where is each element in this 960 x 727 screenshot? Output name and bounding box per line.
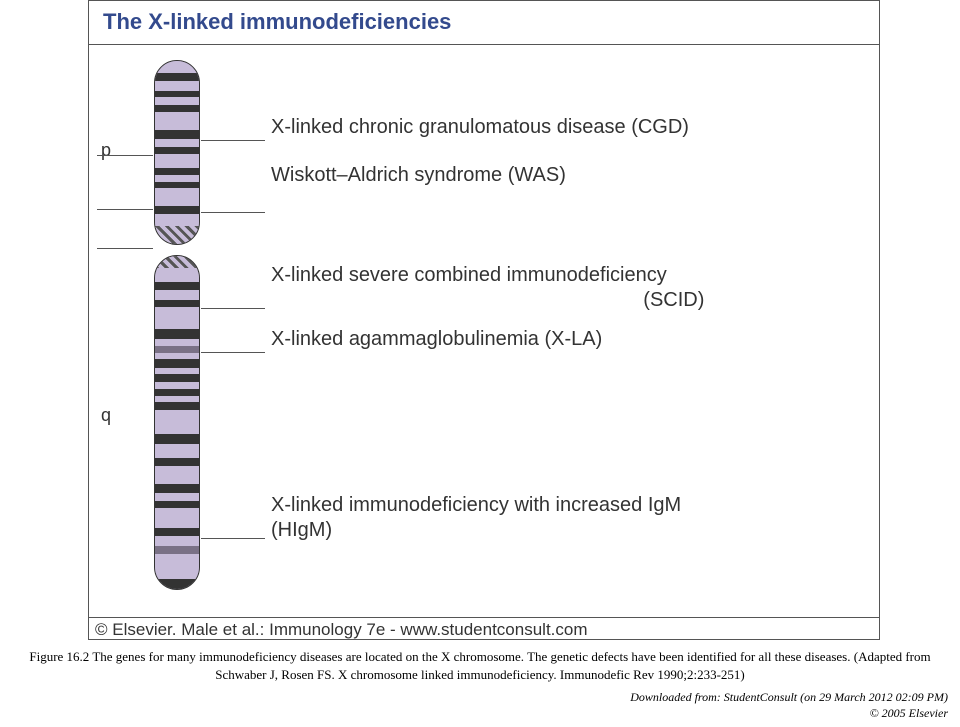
chromosome-band (155, 256, 199, 268)
q-arm-label: q (101, 405, 111, 426)
chromosome-band (155, 226, 199, 245)
pointer-line (201, 140, 265, 141)
chromosome-band (155, 307, 199, 329)
disease-label: X-linked severe combined immunodeficienc… (271, 263, 704, 313)
chromosome-band (155, 268, 199, 282)
chromosome-band (155, 329, 199, 339)
pointer-line (97, 248, 153, 249)
disease-label: Wiskott–Aldrich syndrome (WAS) (271, 163, 566, 188)
chromosome-band (155, 154, 199, 168)
chromosome-band (155, 374, 199, 382)
chromosome-band (155, 188, 199, 206)
disease-label: X-linked agammaglobulinemia (X-LA) (271, 327, 602, 352)
chromosome-band (155, 484, 199, 493)
diagram-area: p q X-linked chronic granulomatous disea… (89, 45, 879, 617)
chromosome-band (155, 339, 199, 346)
figure-caption: Figure 16.2 The genes for many immunodef… (0, 648, 960, 683)
chromosome-band (155, 206, 199, 214)
chromosome-band (155, 139, 199, 147)
chromosome-band (155, 81, 199, 91)
chromosome-band (155, 546, 199, 554)
chromosome-band (155, 359, 199, 368)
chromosome-band (155, 175, 199, 182)
chromosome-band (155, 410, 199, 434)
chromosome-band (155, 147, 199, 154)
disease-label: X-linked immunodeficiency with increased… (271, 493, 681, 543)
copyright-note: © 2005 Elsevier (870, 706, 948, 721)
chromosome (154, 60, 200, 590)
chromosome-band (155, 508, 199, 528)
pointer-line (201, 308, 265, 309)
p-arm (154, 60, 200, 245)
chromosome-band (155, 466, 199, 484)
chromosome-band (155, 61, 199, 73)
chromosome-band (155, 346, 199, 353)
chromosome-band (155, 282, 199, 290)
chromosome-band (155, 402, 199, 410)
pointer-line (201, 538, 265, 539)
chromosome-band (155, 493, 199, 501)
p-arm-label: p (101, 140, 111, 161)
chromosome-band (155, 73, 199, 81)
chromosome-band (155, 434, 199, 444)
chromosome-band (155, 130, 199, 139)
chromosome-band (155, 382, 199, 389)
credit-line: © Elsevier. Male et al.: Immunology 7e -… (89, 617, 879, 641)
figure-frame: The X-linked immunodeficiencies p q X-li… (88, 0, 880, 640)
chromosome-band (155, 579, 199, 590)
download-note: Downloaded from: StudentConsult (on 29 M… (630, 690, 948, 705)
chromosome-band (155, 112, 199, 130)
chromosome-band (155, 458, 199, 466)
chromosome-band (155, 528, 199, 536)
chromosome-band (155, 389, 199, 396)
chromosome-band (155, 105, 199, 112)
chromosome-band (155, 554, 199, 579)
q-arm (154, 255, 200, 590)
chromosome-band (155, 536, 199, 546)
chromosome-band (155, 290, 199, 300)
figure-title: The X-linked immunodeficiencies (89, 1, 879, 45)
chromosome-band (155, 501, 199, 508)
chromosome-band (155, 168, 199, 175)
chromosome-band (155, 444, 199, 458)
pointer-line (201, 212, 265, 213)
chromosome-band (155, 97, 199, 105)
pointer-line (97, 155, 153, 156)
pointer-line (97, 209, 153, 210)
disease-label: X-linked chronic granulomatous disease (… (271, 115, 689, 140)
chromosome-band (155, 214, 199, 226)
chromosome-band (155, 300, 199, 307)
pointer-line (201, 352, 265, 353)
